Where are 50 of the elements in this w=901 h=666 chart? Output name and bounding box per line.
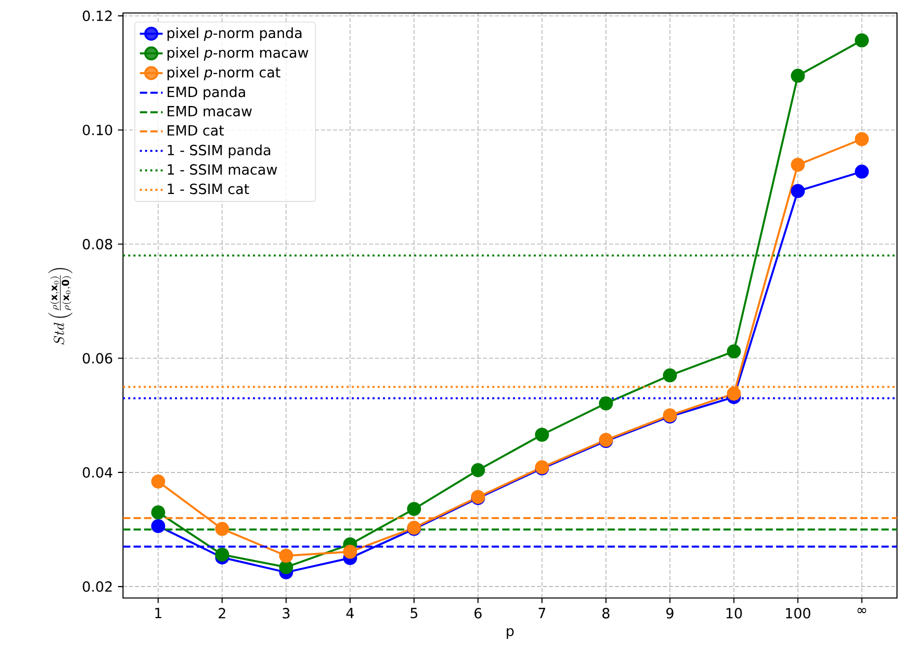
legend-label: EMD cat bbox=[168, 125, 224, 136]
y-tick-label: 0.06 bbox=[82, 352, 112, 364]
point bbox=[407, 502, 422, 516]
point bbox=[151, 505, 166, 520]
point bbox=[790, 68, 805, 83]
point bbox=[726, 386, 741, 401]
point bbox=[471, 463, 486, 478]
y-axis-title: $Std\left(\frac{\rho(\mathbf{x},\mathbf{x}_0)}{\rho(\mathbf{x}_0,\mathbf{0})}\right)$ bbox=[48, 268, 72, 345]
point bbox=[598, 396, 613, 410]
y-tick-label: 0.02 bbox=[82, 581, 112, 592]
y-tick-label: 0.04 bbox=[82, 467, 112, 478]
x-tick-label: 2 bbox=[218, 608, 226, 618]
x-tick-label: 100 bbox=[786, 608, 810, 618]
legend-label: 1 - SSIM panda bbox=[168, 144, 270, 158]
point bbox=[854, 164, 869, 179]
x-tick-label: 6 bbox=[474, 608, 482, 618]
point bbox=[662, 368, 677, 382]
point bbox=[790, 184, 805, 198]
x-tick-label: ∞ bbox=[857, 608, 866, 614]
x-tick-label: 9 bbox=[666, 608, 674, 618]
legend-label: pixel p-norm panda bbox=[168, 27, 302, 41]
legend-label: EMD panda bbox=[168, 86, 245, 100]
point bbox=[151, 474, 166, 489]
point bbox=[279, 548, 294, 563]
y-tick-label: 0.10 bbox=[82, 124, 112, 136]
point bbox=[726, 344, 741, 358]
x-tick-label: 3 bbox=[282, 608, 290, 618]
legend-label: pixel p-norm cat bbox=[168, 66, 280, 80]
point bbox=[854, 132, 869, 146]
point bbox=[215, 522, 230, 536]
y-tick-label: 0.12 bbox=[82, 10, 112, 22]
point bbox=[151, 519, 166, 534]
point bbox=[279, 560, 294, 574]
x-tick-label: 5 bbox=[410, 608, 418, 618]
legend-label: pixel p-norm macaw bbox=[168, 47, 308, 61]
point bbox=[534, 428, 549, 442]
x-tick-label: 10 bbox=[726, 608, 742, 618]
point bbox=[343, 544, 358, 559]
legend-label: 1 - SSIM macaw bbox=[168, 164, 277, 175]
y-tick-label: 0.08 bbox=[82, 238, 112, 250]
x-tick-label: 7 bbox=[538, 608, 546, 618]
point bbox=[854, 33, 869, 48]
x-axis-title: p bbox=[506, 628, 514, 639]
x-tick-label: 8 bbox=[602, 608, 610, 618]
x-tick-label: 4 bbox=[346, 608, 354, 618]
legend-label: EMD macaw bbox=[168, 106, 252, 116]
legend-label: 1 - SSIM cat bbox=[168, 184, 250, 194]
point bbox=[215, 548, 230, 562]
x-tick-label: 1 bbox=[155, 608, 162, 618]
point bbox=[790, 158, 805, 172]
